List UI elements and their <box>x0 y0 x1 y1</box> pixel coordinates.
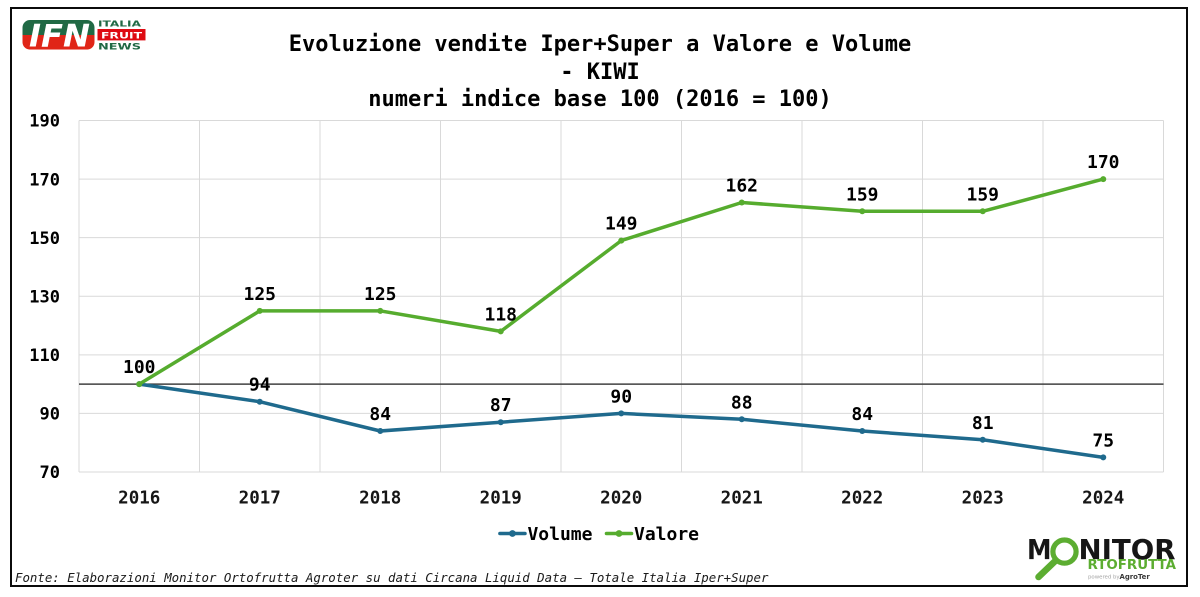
y-axis-tick-label: 90 <box>40 405 60 425</box>
series-marker-volume <box>738 416 745 423</box>
ifn-word-fruit: FRUIT <box>101 30 143 41</box>
chart-title: Evoluzione vendite Iper+Super a Valore e… <box>10 31 1190 114</box>
ortofrutta-word: RTOFRUTTA <box>1088 558 1177 573</box>
x-axis-tick-label: 2017 <box>239 489 281 509</box>
y-axis-tick-label: 150 <box>29 229 60 249</box>
y-axis-tick-label: 110 <box>29 346 60 366</box>
series-marker-volume <box>618 410 625 417</box>
data-label: 88 <box>731 392 753 413</box>
ifn-word-italia: ITALIA <box>98 19 142 29</box>
source-note: Fonte: Elaborazioni Monitor Ortofrutta A… <box>15 570 769 585</box>
data-label: 94 <box>249 375 271 396</box>
agroter-brand-text: AgroTer <box>1120 573 1151 581</box>
powered-by-text: powered by <box>1088 575 1120 581</box>
series-marker-valore <box>618 237 625 244</box>
magnifier-lens-icon <box>1050 537 1079 566</box>
legend-label-volume: Volume <box>527 524 592 545</box>
ifn-initials: IFN <box>29 19 90 53</box>
data-label: 125 <box>364 284 397 305</box>
data-label: 100 <box>123 357 156 378</box>
ifn-badge-green-half <box>22 20 95 35</box>
y-axis-tick-label: 170 <box>29 170 60 190</box>
x-axis-tick-label: 2016 <box>118 489 160 509</box>
x-axis-tick-label: 2019 <box>480 489 522 509</box>
series-marker-valore <box>979 208 986 215</box>
y-axis-tick-label: 190 <box>29 112 60 132</box>
series-marker-volume <box>859 427 866 434</box>
chart-frame <box>10 7 1188 587</box>
data-label: 81 <box>972 413 994 434</box>
data-label: 87 <box>490 395 512 416</box>
data-label: 159 <box>846 184 879 205</box>
legend-marker-volume <box>509 530 516 537</box>
chart-title-line-2: - KIWI <box>560 59 640 85</box>
ifn-fruit-block <box>97 29 146 41</box>
magnifier-handle-icon <box>1035 557 1059 581</box>
ifn-badge-red-half <box>22 35 95 50</box>
data-label: 149 <box>605 214 638 235</box>
legend-label-valore: Valore <box>634 524 699 545</box>
x-axis-tick-label: 2023 <box>962 489 1004 509</box>
data-label: 90 <box>610 386 632 407</box>
series-marker-volume <box>497 419 504 426</box>
series-marker-valore <box>859 208 866 215</box>
series-marker-valore <box>377 307 384 314</box>
x-axis-tick-label: 2020 <box>600 489 642 509</box>
series-marker-volume <box>1100 454 1107 461</box>
legend-marker-valore <box>615 530 623 537</box>
data-label: 159 <box>966 184 999 205</box>
x-axis-tick-label: 2021 <box>721 489 763 509</box>
data-label: 162 <box>725 176 758 197</box>
data-label: 75 <box>1092 430 1114 451</box>
italia-fruit-news-logo: IFN ITALIA FRUIT NEWS <box>22 19 146 53</box>
data-label: 125 <box>243 284 276 305</box>
chart-title-line-3: numeri indice base 100 (2016 = 100) <box>368 87 832 113</box>
monitor-letters-nitor: NITOR <box>1079 533 1176 566</box>
monitor-ortofrutta-logo: M NITOR RTOFRUTTA powered by AgroTer <box>1027 533 1177 581</box>
ifn-word-news: NEWS <box>98 42 141 52</box>
data-label: 84 <box>369 404 391 425</box>
series-marker-valore <box>738 199 745 206</box>
monitor-letter-m: M <box>1027 533 1052 566</box>
series-marker-valore <box>1100 176 1107 183</box>
x-axis-tick-label: 2024 <box>1082 489 1124 509</box>
data-label: 84 <box>851 404 873 425</box>
data-label: 118 <box>484 304 517 325</box>
series-marker-volume <box>979 436 986 443</box>
series-line-valore <box>137 177 1105 386</box>
series-marker-valore <box>136 381 143 388</box>
data-label: 170 <box>1087 152 1120 173</box>
x-axis-tick-label: 2022 <box>841 489 883 509</box>
chart-title-line-1: Evoluzione vendite Iper+Super a Valore e… <box>288 32 912 57</box>
series-marker-volume <box>377 427 384 434</box>
series-marker-valore <box>256 307 263 314</box>
y-axis-tick-label: 70 <box>40 463 60 483</box>
series-marker-valore <box>497 328 504 335</box>
y-axis-tick-label: 130 <box>29 287 60 307</box>
x-axis-tick-label: 2018 <box>359 489 401 509</box>
series-marker-volume <box>256 398 263 405</box>
